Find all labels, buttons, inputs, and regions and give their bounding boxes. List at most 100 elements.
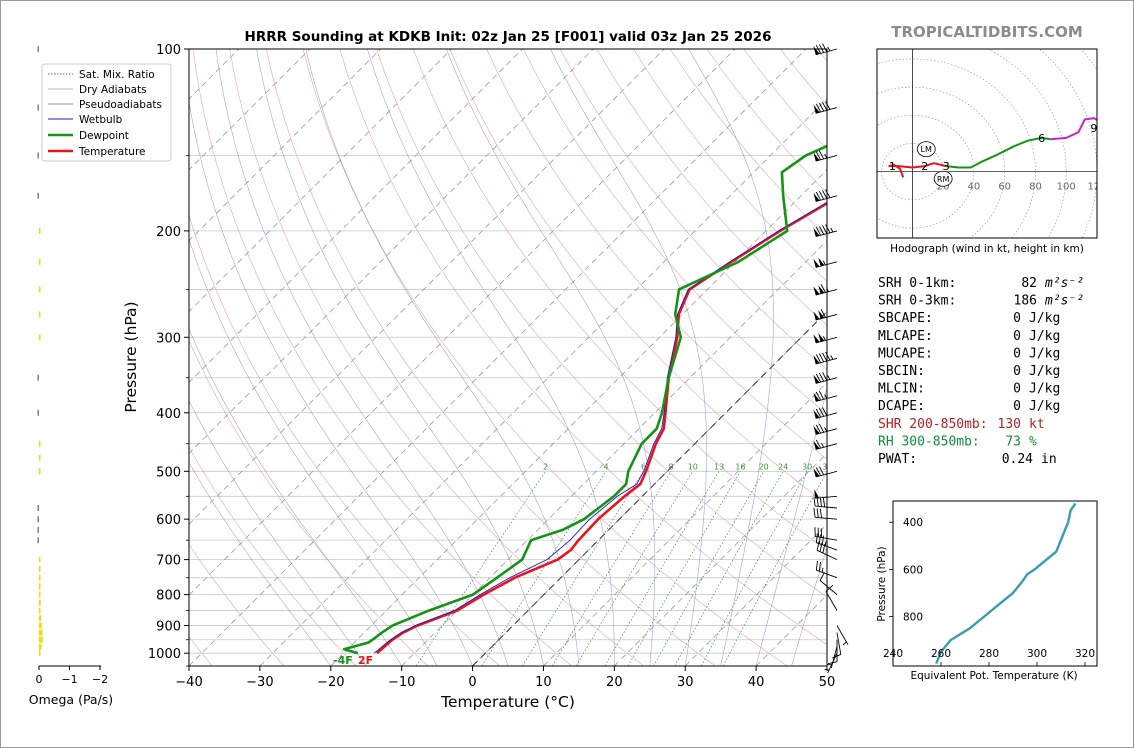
- barb-pennant: [813, 409, 820, 419]
- legend: Sat. Mix. Ratio Dry Adiabats Pseudoadiab…: [41, 63, 172, 162]
- hodograph-caption: Hodograph (wind in kt, height in km): [890, 243, 1084, 255]
- theta-e-x-tick-label: 260: [931, 648, 951, 660]
- stat-value: 130: [998, 417, 1021, 432]
- dry-adiabat: [412, 49, 827, 551]
- wind-barb: [813, 439, 838, 450]
- barb-full: [827, 661, 838, 665]
- storm-motion-marker: [916, 141, 936, 158]
- wind-barb: [813, 333, 838, 344]
- barb-pennant: [813, 440, 820, 450]
- barb-full: [815, 373, 821, 383]
- skewt-frame: [188, 48, 828, 667]
- omega-bar: [39, 565, 41, 572]
- omega-bar: [39, 286, 41, 293]
- barb-full: [822, 225, 828, 234]
- mixing-ratio-label: 20: [759, 462, 769, 471]
- legend-box: [41, 63, 172, 162]
- hodograph-ring-label: 60: [998, 182, 1011, 193]
- barb-full: [819, 372, 825, 382]
- barb-staff: [815, 535, 838, 541]
- mixing-ratio-label: 4: [604, 462, 609, 471]
- omega-bar: [37, 46, 39, 52]
- barb-half: [822, 260, 826, 266]
- hodograph-ring: [635, 1, 1133, 426]
- omega-bar: [39, 258, 41, 265]
- barb-full: [825, 351, 831, 361]
- barb-pennant: [813, 468, 820, 477]
- omega-bar: [39, 599, 41, 606]
- wind-barb: [813, 372, 838, 384]
- barb-full: [815, 408, 821, 418]
- omega-axis-label: Omega (Pa/s): [29, 692, 113, 707]
- moist-adiabat: [189, 100, 473, 666]
- y-tick-label: 500: [156, 465, 181, 480]
- wind-barb: [813, 284, 838, 296]
- barb-pennant: [818, 310, 825, 319]
- barb-pennant: [813, 374, 820, 384]
- isotherm: [189, 49, 807, 666]
- watermark: TROPICALTIDBITS.COM: [891, 23, 1083, 41]
- barb-pennant: [813, 227, 820, 237]
- omega-bar: [39, 615, 42, 622]
- stat-unit: J/kg: [1029, 399, 1060, 414]
- barb-full: [822, 101, 828, 111]
- barb-full: [822, 497, 826, 507]
- wind-barb: [813, 189, 838, 202]
- legend-label-mixing-ratio: Sat. Mix. Ratio: [79, 69, 155, 81]
- hodograph-height-label: 2: [921, 160, 928, 173]
- dry-adiabat: [266, 49, 716, 666]
- dry-adiabat: [339, 49, 827, 645]
- dry-adiabat: [1111, 49, 1133, 666]
- moist-adiabat: [189, 328, 402, 666]
- stat-unit: J/kg: [1029, 311, 1060, 326]
- barb-full: [825, 224, 831, 234]
- hodograph-height-label: 1: [889, 160, 896, 173]
- barb-half: [822, 336, 826, 341]
- barb-full: [819, 150, 825, 160]
- surface-dewpoint-label: -4F: [333, 654, 353, 667]
- isotherm: [614, 452, 827, 666]
- mixing-ratio-label: 36: [822, 462, 832, 471]
- stat-value: 0.24: [1002, 452, 1033, 467]
- stat-value: 0: [1013, 364, 1021, 379]
- stat-value: 82: [1021, 276, 1037, 291]
- stat-value: 73: [1005, 434, 1021, 449]
- zero-isotherm: [472, 310, 827, 666]
- barb-staff: [815, 516, 838, 520]
- mixing-ratio-line: [522, 471, 644, 666]
- wind-barb: [815, 533, 838, 551]
- barb-half: [824, 427, 828, 432]
- isotherm: [189, 49, 736, 596]
- chart-title: HRRR Sounding at KDKB Init: 02z Jan 25 […: [245, 29, 772, 45]
- mixing-ratio-line: [415, 471, 546, 666]
- hodograph-trace: [1103, 124, 1123, 144]
- isotherm: [755, 594, 827, 666]
- stat-unit: J/kg: [1029, 329, 1060, 344]
- hodograph-trace: [946, 136, 1051, 169]
- dry-adiabat: [189, 446, 357, 666]
- omega-panel: 0 −1 −2 Omega (Pa/s): [29, 46, 113, 707]
- barb-half: [824, 668, 830, 671]
- barb-full: [815, 354, 821, 363]
- stat-label: SBCIN:: [878, 364, 925, 379]
- barb-full: [819, 226, 825, 235]
- barb-half: [827, 46, 831, 52]
- y-tick-label: 1000: [148, 647, 181, 662]
- dry-adiabat: [596, 49, 827, 326]
- omega-bar: [37, 526, 39, 533]
- skewt-grid: 2 4 6 8 10 13 16 20 24 30 36: [189, 49, 1133, 666]
- theta-e-x-tick-label: 240: [883, 648, 903, 660]
- moist-adiabat: [688, 49, 774, 666]
- mixing-ratio-label: 24: [778, 462, 788, 471]
- dry-adiabat: [192, 49, 572, 666]
- mixing-ratio-line: [627, 471, 741, 666]
- barb-full: [822, 407, 828, 416]
- omega-bar: [37, 409, 39, 416]
- dry-adiabat: [559, 49, 827, 370]
- x-tick-label: 50: [819, 675, 836, 690]
- storm-motion-label: LM: [921, 145, 932, 154]
- barb-half: [824, 394, 828, 399]
- wind-barb: [813, 496, 838, 509]
- moist-adiabat: [189, 238, 438, 666]
- wind-barb: [813, 351, 838, 365]
